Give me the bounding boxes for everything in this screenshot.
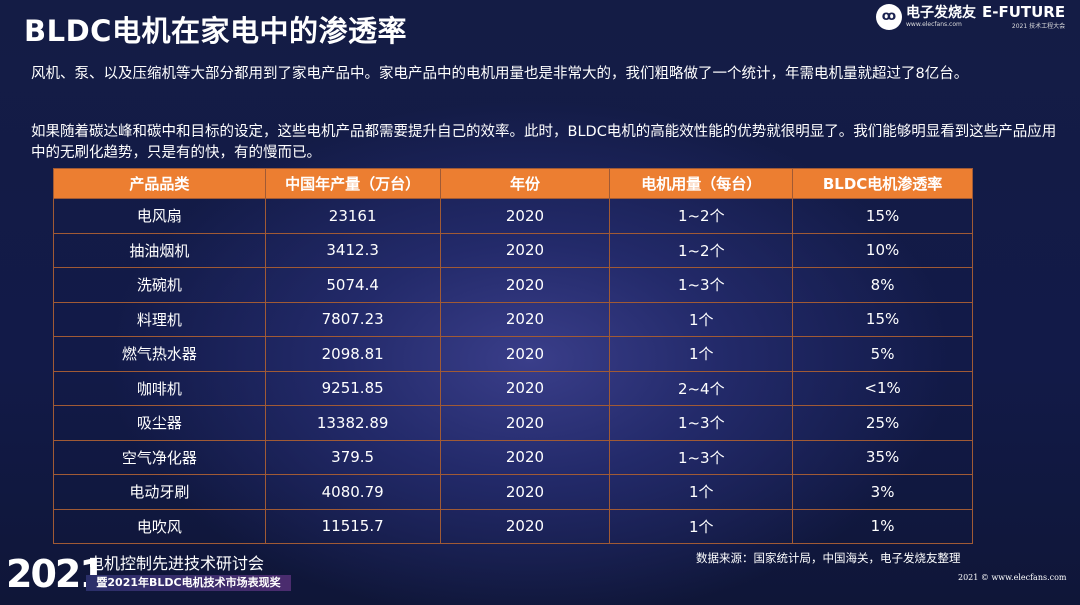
table-cell: 洗碗机: [53, 267, 266, 303]
table-cell: 7807.23: [264, 301, 441, 337]
table-cell: 1个: [609, 336, 794, 372]
table-cell: 1~3个: [609, 267, 794, 303]
table-cell: 11515.7: [264, 508, 441, 544]
table-cell: 电动牙刷: [53, 474, 266, 510]
table-cell: 379.5: [264, 439, 441, 475]
table-cell: 1个: [609, 508, 794, 544]
data-source: 数据来源：国家统计局，中国海关，电子发烧友整理: [696, 551, 961, 565]
table-row: 咖啡机 9251.85 2020 2~4个 <1%: [53, 370, 973, 406]
table-row: 洗碗机 5074.4 2020 1~3个 8%: [53, 267, 973, 303]
table-cell: 25%: [792, 405, 973, 441]
table-cell: 咖啡机: [53, 370, 266, 406]
table-cell: 1~3个: [609, 405, 794, 441]
table-cell: 2020: [439, 370, 611, 406]
badge-line2: 暨2021年BLDC电机技术市场表现奖: [86, 575, 291, 591]
table-cell: 8%: [792, 267, 973, 303]
table-cell: 2020: [439, 474, 611, 510]
penetration-table: 产品品类 中国年产量（万台） 年份 电机用量（每台） BLDC电机渗透率 电风扇 2316…: [53, 168, 973, 544]
table-cell: 3%: [792, 474, 973, 510]
table-row: 电动牙刷 4080.79 2020 1个 3%: [53, 474, 973, 510]
table-cell: 2020: [439, 405, 611, 441]
page-title: BLDC电机在家电中的渗透率: [24, 14, 407, 48]
efuture-sub: 2021 技术工程大会: [1011, 23, 1066, 30]
table-cell: 2020: [439, 267, 611, 303]
table-row: 电风扇 23161 2020 1~2个 15%: [53, 198, 973, 234]
elecfans-url: www.elecfans.com: [906, 21, 962, 28]
table-row: 燃气热水器 2098.81 2020 1个 5%: [53, 336, 973, 372]
table-row: 空气净化器 379.5 2020 1~3个 35%: [53, 439, 973, 475]
table-row: 吸尘器 13382.89 2020 1~3个 25%: [53, 405, 973, 441]
table-cell: 9251.85: [264, 370, 441, 406]
copyright: 2021 © www.elecfans.com: [958, 573, 1067, 582]
table-cell: 1个: [609, 474, 794, 510]
table-cell: 2~4个: [609, 370, 794, 406]
table-cell: 15%: [792, 198, 973, 234]
table-cell: 3412.3: [264, 232, 441, 268]
table-cell: 电吹风: [53, 508, 266, 544]
table-cell: 2020: [439, 336, 611, 372]
paragraph-2: 如果随着碳达峰和碳中和目标的设定，这些电机产品都需要提升自己的效率。此时，BLD…: [31, 124, 1057, 161]
elecfans-logo: ꝏ 电子发烧友 www.elecfans.com: [876, 4, 976, 30]
table-cell: 1~2个: [609, 198, 794, 234]
column-header: 电机用量（每台）: [609, 168, 794, 199]
paragraph-1: 风机、泵、以及压缩机等大部分都用到了家电产品中。家电产品中的电机用量也是非常大的…: [31, 66, 969, 82]
table-cell: 抽油烟机: [53, 232, 266, 268]
table-cell: 23161: [264, 198, 441, 234]
table-cell: 电风扇: [53, 198, 266, 234]
table-cell: 1~2个: [609, 232, 794, 268]
table-cell: 1个: [609, 301, 794, 337]
table-cell: 5%: [792, 336, 973, 372]
badge-line1: 电机控制先进技术研讨会: [88, 554, 265, 573]
table-cell: 2020: [439, 508, 611, 544]
table-cell: 2020: [439, 439, 611, 475]
table-cell: 2020: [439, 301, 611, 337]
elecfans-name: 电子发烧友: [906, 5, 976, 21]
column-header: 中国年产量（万台）: [264, 168, 441, 199]
table-row: 料理机 7807.23 2020 1个 15%: [53, 301, 973, 337]
elecfans-logo-icon: ꝏ: [876, 4, 902, 30]
table-header-row: 产品品类 中国年产量（万台） 年份 电机用量（每台） BLDC电机渗透率: [53, 168, 973, 199]
table-cell: 1%: [792, 508, 973, 544]
table-cell: 35%: [792, 439, 973, 475]
table-cell: 1~3个: [609, 439, 794, 475]
column-header: BLDC电机渗透率: [792, 168, 973, 199]
table-cell: 燃气热水器: [53, 336, 266, 372]
table-row: 电吹风 11515.7 2020 1个 1%: [53, 508, 973, 544]
table-cell: <1%: [792, 370, 973, 406]
table-cell: 空气净化器: [53, 439, 266, 475]
table-row: 抽油烟机 3412.3 2020 1~2个 10%: [53, 232, 973, 268]
table-cell: 13382.89: [264, 405, 441, 441]
column-header: 产品品类: [53, 168, 266, 199]
table-cell: 5074.4: [264, 267, 441, 303]
table-cell: 15%: [792, 301, 973, 337]
table-cell: 10%: [792, 232, 973, 268]
efuture-name: E-FUTURE: [982, 3, 1066, 21]
table-cell: 料理机: [53, 301, 266, 337]
table-cell: 吸尘器: [53, 405, 266, 441]
column-header: 年份: [439, 168, 611, 199]
table-cell: 2098.81: [264, 336, 441, 372]
efuture-logo: E-FUTURE 2021 技术工程大会: [982, 3, 1066, 31]
table-cell: 2020: [439, 232, 611, 268]
table-cell: 4080.79: [264, 474, 441, 510]
table-cell: 2020: [439, 198, 611, 234]
